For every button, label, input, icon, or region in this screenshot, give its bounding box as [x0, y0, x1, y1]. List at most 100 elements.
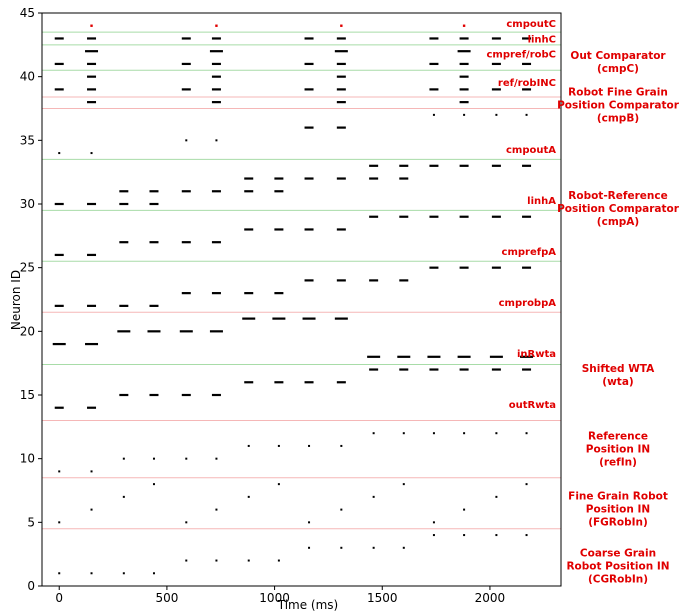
spike-burst [336, 279, 346, 282]
spike-burst [369, 368, 379, 371]
spike-burst [459, 75, 469, 78]
spike-burst [304, 88, 314, 91]
spike-dot [215, 508, 218, 511]
spike-dot [247, 444, 250, 447]
spike-burst [459, 101, 469, 104]
spike-burst [302, 317, 316, 320]
spike-burst [211, 101, 221, 104]
spike-burst [304, 62, 314, 66]
spike-burst [459, 368, 469, 371]
spike-burst [304, 37, 314, 40]
plot-frame [41, 12, 562, 587]
spike-burst [119, 304, 129, 307]
band-label: cmpref/robC [486, 50, 556, 61]
spike-dot [185, 139, 188, 142]
spike-burst [459, 88, 469, 91]
spike-burst [336, 37, 346, 40]
group-label-line: Position IN [586, 443, 650, 455]
spike-burst [334, 50, 348, 53]
spike-dot-red [90, 24, 93, 27]
group-label-line: Shifted WTA [582, 363, 655, 375]
spike-dot [152, 572, 155, 575]
spike-dot [463, 508, 466, 511]
spike-burst [429, 368, 439, 371]
spike-dot [463, 534, 466, 537]
group-label-line: (wta) [602, 376, 633, 388]
spike-burst [336, 88, 346, 91]
group-label-line: (cmpC) [597, 63, 639, 75]
spike-burst [304, 381, 314, 384]
spike-burst [211, 393, 221, 397]
spike-dot [58, 470, 61, 473]
spike-burst [181, 241, 191, 244]
spike-burst [54, 88, 64, 91]
spike-dot [372, 432, 375, 435]
y-tick-label: 20 [20, 324, 35, 338]
group-label-line: (cmpB) [597, 113, 639, 125]
spike-burst [274, 228, 284, 231]
spike-dot [58, 152, 61, 155]
spike-burst [117, 330, 131, 333]
spike-burst [522, 88, 532, 91]
spike-dot [247, 495, 250, 498]
spike-dot [432, 534, 435, 537]
spike-burst [369, 279, 379, 282]
spike-burst [54, 253, 64, 257]
spike-burst [211, 292, 221, 295]
spike-burst [304, 177, 314, 180]
spike-burst [369, 164, 379, 167]
group-label-line: Robot Position IN [566, 561, 669, 573]
spike-dot [90, 508, 93, 511]
spike-burst [459, 37, 469, 40]
spike-dot [525, 432, 528, 435]
spike-burst [85, 50, 99, 53]
group-label-line: Coarse Grain [580, 548, 656, 560]
spike-burst [244, 177, 254, 180]
spike-burst [459, 62, 469, 66]
spike-burst [211, 75, 221, 78]
spike-burst [427, 355, 441, 358]
y-tick-label: 15 [20, 388, 35, 402]
y-tick-label: 35 [20, 133, 35, 147]
spike-burst [149, 202, 159, 206]
spike-burst [211, 190, 221, 193]
spike-dot [340, 444, 343, 447]
spike-burst [491, 62, 501, 66]
spike-burst [399, 164, 409, 167]
spike-dot [525, 113, 528, 116]
spike-burst [334, 317, 348, 320]
spike-burst [522, 368, 532, 371]
group-label-line: Reference [588, 430, 648, 442]
spike-marks [52, 24, 534, 575]
spike-burst [399, 215, 409, 218]
spike-dot [58, 521, 61, 524]
band-label: cmprobpA [499, 298, 557, 309]
spike-dot [90, 152, 93, 155]
spike-burst [520, 355, 534, 358]
band-label: inRwta [517, 349, 556, 360]
group-label-line: (FGRobIn) [588, 516, 648, 528]
spike-dot [463, 432, 466, 435]
spike-burst [244, 381, 254, 384]
spike-burst [459, 164, 469, 167]
spike-burst [336, 177, 346, 180]
x-axis-ticks: 0 500 1000 1500 2000 [55, 586, 505, 605]
spike-dot [277, 444, 280, 447]
spike-burst [367, 355, 381, 358]
spike-burst [457, 355, 471, 358]
group-label-line: Position IN [586, 503, 650, 515]
spike-burst [491, 266, 501, 269]
spike-burst [272, 317, 286, 320]
spike-dot [402, 483, 405, 486]
spike-dot [122, 572, 125, 575]
spike-burst [522, 62, 532, 66]
spike-burst [399, 279, 409, 282]
spike-burst [491, 37, 501, 40]
spike-burst [522, 266, 532, 269]
spike-burst [244, 292, 254, 295]
spike-burst [211, 241, 221, 244]
spike-dot [372, 495, 375, 498]
axes [41, 12, 562, 587]
spike-burst [87, 37, 97, 40]
spike-burst [54, 62, 64, 66]
